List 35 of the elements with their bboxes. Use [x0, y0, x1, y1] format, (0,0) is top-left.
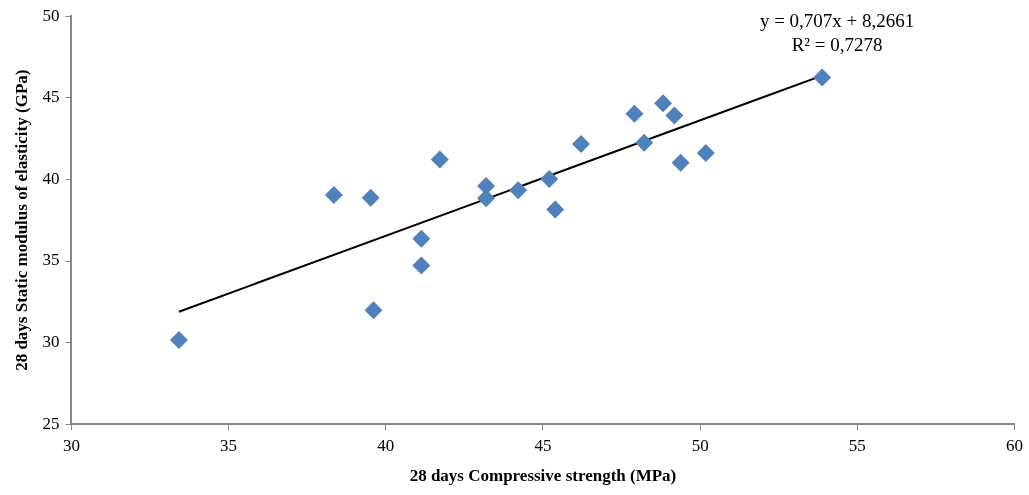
point: [813, 68, 832, 87]
x-tick-label: 55: [848, 435, 866, 455]
point: [169, 330, 188, 349]
point: [546, 200, 565, 219]
point: [671, 153, 690, 172]
point: [324, 186, 343, 205]
x-axis-title: 28 days Compressive strength (MPa): [409, 466, 677, 486]
point: [635, 133, 654, 152]
point: [625, 104, 644, 123]
y-tick-label: 35: [42, 250, 60, 270]
point: [361, 188, 380, 207]
point: [412, 229, 431, 248]
y-tick-label: 50: [42, 5, 60, 25]
point: [696, 143, 715, 162]
point: [665, 106, 684, 125]
point: [571, 134, 590, 153]
point: [412, 256, 431, 275]
point: [430, 150, 449, 169]
point: [654, 94, 673, 113]
annotation: R² = 0,7278: [791, 33, 883, 55]
x-tick-label: 40: [377, 435, 395, 455]
x-tick-label: 30: [62, 435, 80, 455]
point: [509, 181, 528, 200]
x-tick-label: 50: [691, 435, 709, 455]
y-axis-title: 28 days Static modulus of elasticity (GPa): [11, 69, 31, 371]
annotation: y = 0,707x + 8,2661: [759, 9, 915, 31]
y-tick-label: 25: [42, 413, 60, 433]
x-tick-label: 60: [1006, 435, 1023, 455]
y-tick-label: 40: [42, 168, 60, 188]
y-tick-label: 30: [42, 332, 60, 352]
x-tick-label: 45: [534, 435, 552, 455]
point: [364, 301, 383, 320]
point: [540, 169, 559, 188]
y-tick-label: 45: [42, 87, 60, 107]
x-tick-label: 35: [220, 435, 238, 455]
